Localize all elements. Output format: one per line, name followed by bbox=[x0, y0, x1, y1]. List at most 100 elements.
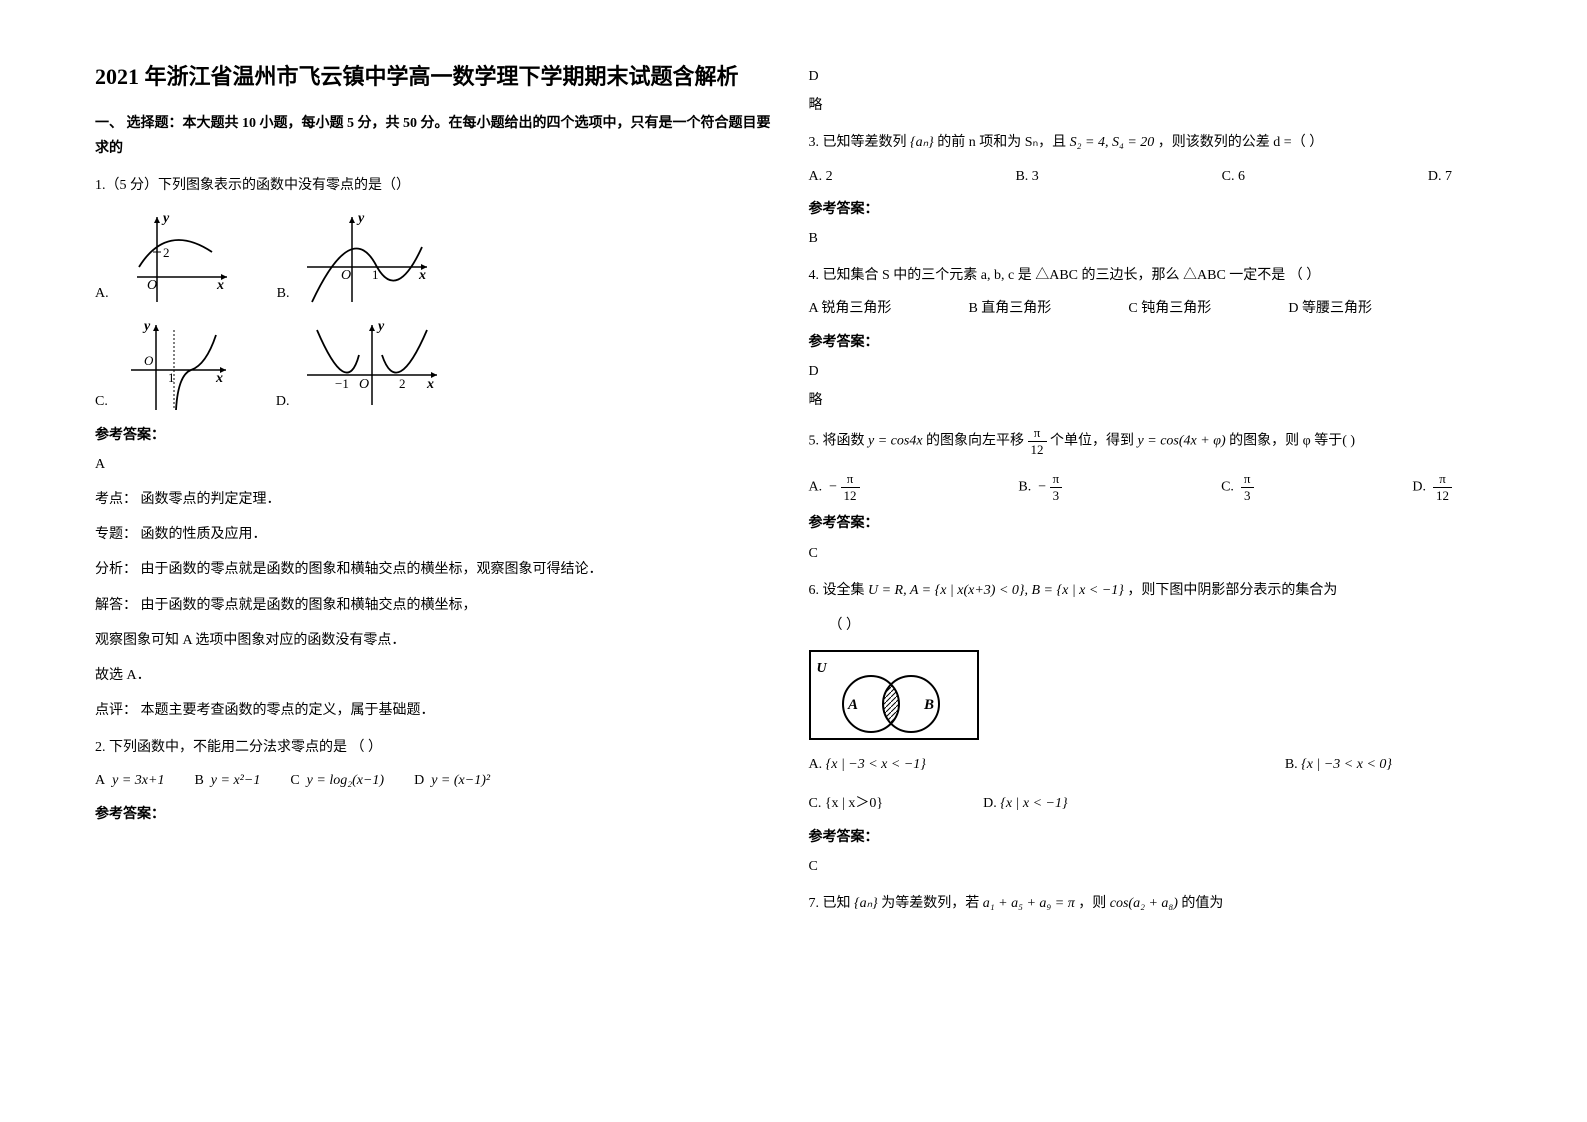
q5-frac: π 12 bbox=[1028, 425, 1047, 457]
q4-optD: D 等腰三角形 bbox=[1288, 296, 1372, 321]
q1-comment-label: 点评： bbox=[95, 703, 137, 718]
q5-optB-sign: − bbox=[1038, 480, 1046, 495]
svg-text:O: O bbox=[359, 377, 369, 392]
q5-optC: C. bbox=[1221, 480, 1234, 495]
q1-graphs-row1: A. O x y 2 B. bbox=[95, 207, 779, 307]
q3-stem-c: 的前 n 项和为 Sₙ，且 bbox=[937, 135, 1069, 150]
page-title: 2021 年浙江省温州市飞云镇中学高一数学理下学期期末试题含解析 bbox=[95, 60, 779, 93]
q3-optB: B. 3 bbox=[1015, 164, 1038, 189]
q1-opt-c-label: C. bbox=[95, 389, 108, 414]
q1-answer: A bbox=[95, 452, 779, 477]
q7-stem-b: {aₙ} bbox=[854, 896, 878, 911]
q6-stem-c: ，则下图中阴影部分表示的集合为 bbox=[1127, 583, 1337, 598]
svg-text:x: x bbox=[426, 377, 434, 392]
question-7: 7. 已知 {aₙ} 为等差数列，若 a₁ + a₅ + a₉ = π ，则 c… bbox=[809, 891, 1493, 916]
q5-stem-f: 的图象，则 φ 等于( ) bbox=[1229, 433, 1355, 448]
q6-optA-val: {x | −3 < x < −1} bbox=[826, 757, 926, 772]
q1-graph-c: O x y 1 bbox=[116, 315, 236, 415]
question-6: 6. 设全集 U = R, A = {x | x(x+3) < 0}, B = … bbox=[809, 578, 1493, 879]
q2-optA-label: A bbox=[95, 773, 105, 788]
q7-stem-e: ，则 bbox=[1078, 896, 1110, 911]
q7-stem-d: a₁ + a₅ + a₉ = π bbox=[983, 896, 1075, 911]
q1-analysis: 由于函数的零点就是函数的图象和横轴交点的横坐标，观察图象可得结论． bbox=[141, 562, 603, 577]
q4-optB: B 直角三角形 bbox=[968, 296, 1051, 321]
q3-optC: C. 6 bbox=[1222, 164, 1245, 189]
q6-optB: B. bbox=[1285, 757, 1298, 772]
q4-stem: 4. 已知集合 S 中的三个元素 a, b, c 是 △ABC 的三边长，那么 … bbox=[809, 263, 1493, 288]
svg-text:O: O bbox=[341, 268, 351, 283]
venn-diagram: U A B bbox=[809, 650, 979, 740]
q1-graphs-row2: C. O x y 1 D. bbox=[95, 315, 779, 415]
q3-stem-d: S₂ = 4, S₄ = 20 bbox=[1070, 135, 1155, 150]
svg-text:2: 2 bbox=[399, 376, 406, 391]
q2-optB: y = x²−1 bbox=[211, 773, 261, 788]
q1-solve2: 观察图象可知 A 选项中图象对应的函数没有零点． bbox=[95, 628, 779, 653]
q3-answer-label: 参考答案： bbox=[809, 197, 1493, 222]
svg-text:O: O bbox=[147, 278, 157, 293]
q4-optA: A 锐角三角形 bbox=[809, 296, 892, 321]
q6-optC: C. {x | x＞0} bbox=[809, 791, 884, 816]
q1-opt-a-label: A. bbox=[95, 281, 109, 306]
svg-text:x: x bbox=[418, 268, 426, 283]
q3-answer: B bbox=[809, 226, 1493, 251]
q5-stem-b: y = cos4x bbox=[868, 433, 923, 448]
q6-answer: C bbox=[809, 854, 1493, 879]
q2-optB-label: B bbox=[194, 773, 203, 788]
q7-stem-f: cos(a₂ + a₈) bbox=[1110, 896, 1178, 911]
q2-optC: y = log₂(x−1) bbox=[307, 773, 384, 788]
q2-answer: D bbox=[809, 64, 1493, 89]
section-1-title: 一、 选择题：本大题共 10 小题，每小题 5 分，共 50 分。在每小题给出的… bbox=[95, 111, 779, 161]
q7-stem-g: 的值为 bbox=[1181, 896, 1223, 911]
svg-text:2: 2 bbox=[163, 245, 170, 260]
q4-optC: C 钝角三角形 bbox=[1128, 296, 1211, 321]
q3-optA: A. 2 bbox=[809, 164, 833, 189]
q7-stem-c: 为等差数列，若 bbox=[881, 896, 983, 911]
q3-stem-b: {aₙ} bbox=[910, 135, 934, 150]
q2-optD: y = (x−1)² bbox=[431, 773, 490, 788]
question-1: 1.（5 分）下列图象表示的函数中没有零点的是（） A. O x y 2 bbox=[95, 173, 779, 723]
svg-text:O: O bbox=[144, 353, 154, 368]
q2-note: 略 bbox=[809, 93, 1493, 118]
svg-text:x: x bbox=[215, 371, 223, 386]
svg-text:y: y bbox=[161, 211, 170, 226]
q5-stem-e: y = cos(4x + φ) bbox=[1138, 433, 1226, 448]
question-2: 2. 下列函数中，不能用二分法求零点的是 （ ） A y = 3x+1 B y … bbox=[95, 735, 779, 827]
q1-point: 函数零点的判定定理． bbox=[141, 492, 281, 507]
q5-answer: C bbox=[809, 541, 1493, 566]
q2-optD-label: D bbox=[414, 773, 424, 788]
q5-optD: D. bbox=[1412, 480, 1426, 495]
q6-optA: A. bbox=[809, 757, 823, 772]
svg-text:y: y bbox=[142, 319, 151, 334]
svg-text:−1: −1 bbox=[335, 376, 349, 391]
q1-opt-d-label: D. bbox=[276, 389, 290, 414]
q3-optD: D. 7 bbox=[1428, 164, 1452, 189]
q3-stem-a: 3. 已知等差数列 bbox=[809, 135, 907, 150]
q2-optA: y = 3x+1 bbox=[112, 773, 164, 788]
q5-optB: B. bbox=[1018, 480, 1031, 495]
q1-stem: 1.（5 分）下列图象表示的函数中没有零点的是（） bbox=[95, 173, 779, 198]
q5-stem-d: 个单位，得到 bbox=[1050, 433, 1138, 448]
q1-topic-label: 专题： bbox=[95, 527, 137, 542]
q5-optA: A. bbox=[809, 480, 823, 495]
q3-stem-e: ，则该数列的公差 d =（ ） bbox=[1158, 135, 1323, 150]
svg-text:A: A bbox=[847, 697, 858, 713]
svg-text:x: x bbox=[216, 278, 224, 293]
question-3: 3. 已知等差数列 {aₙ} 的前 n 项和为 Sₙ，且 S₂ = 4, S₄ … bbox=[809, 130, 1493, 251]
q5-answer-label: 参考答案： bbox=[809, 511, 1493, 536]
q6-stem-a: 6. 设全集 bbox=[809, 583, 869, 598]
q4-answer-label: 参考答案： bbox=[809, 330, 1493, 355]
q1-graph-b: O x y 1 bbox=[297, 207, 437, 307]
q2-stem: 2. 下列函数中，不能用二分法求零点的是 （ ） bbox=[95, 735, 779, 760]
q6-optB-val: {x | −3 < x < 0} bbox=[1301, 757, 1392, 772]
svg-text:B: B bbox=[923, 697, 934, 713]
q4-note: 略 bbox=[809, 388, 1493, 413]
q4-answer: D bbox=[809, 359, 1493, 384]
q6-stem-b: U = R, A = {x | x(x+3) < 0}, B = {x | x … bbox=[868, 583, 1124, 598]
q5-stem-c: 的图象向左平移 bbox=[926, 433, 1028, 448]
q1-answer-label: 参考答案： bbox=[95, 423, 779, 448]
q2-optC-label: C bbox=[290, 773, 299, 788]
q6-paren: （ ） bbox=[829, 613, 1493, 638]
q2-answer-label: 参考答案： bbox=[95, 802, 779, 827]
q6-optD-val: {x | x < −1} bbox=[1000, 796, 1067, 811]
question-4: 4. 已知集合 S 中的三个元素 a, b, c 是 △ABC 的三边长，那么 … bbox=[809, 263, 1493, 413]
